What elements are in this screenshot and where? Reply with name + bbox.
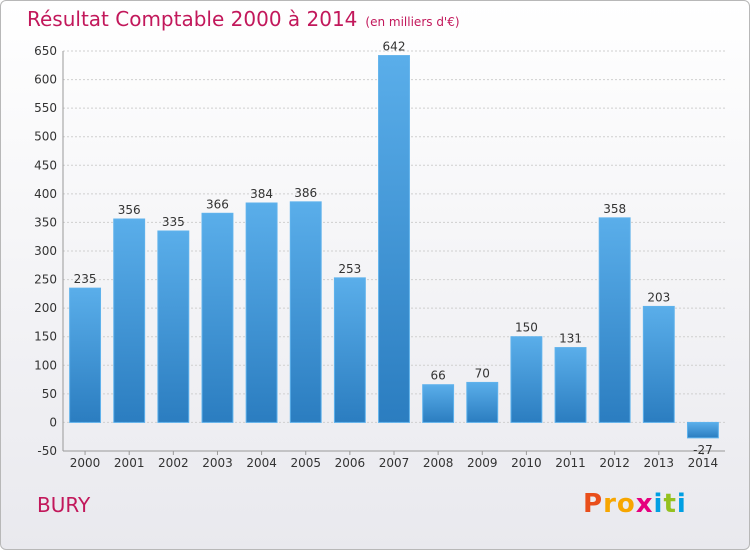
- y-tick-label: 50: [42, 387, 57, 401]
- bar-2014: [686, 421, 719, 439]
- x-tick-label-2014: 2014: [688, 456, 719, 470]
- x-tick-label-2012: 2012: [599, 456, 630, 470]
- y-tick-label: 550: [34, 101, 57, 115]
- y-tick-label: 250: [34, 273, 57, 287]
- y-tick-label: 650: [34, 44, 57, 58]
- chart-subtitle: (en milliers d'€): [365, 15, 460, 29]
- value-label-2004: 384: [250, 187, 273, 201]
- y-tick-label: 300: [34, 244, 57, 258]
- y-tick-label: 600: [34, 73, 57, 87]
- value-label-2013: 203: [647, 290, 670, 304]
- logo-letter: o: [616, 489, 636, 519]
- y-tick-label: 150: [34, 330, 57, 344]
- logo-letter: x: [635, 489, 654, 519]
- y-tick-label: 500: [34, 130, 57, 144]
- x-tick-label-2002: 2002: [158, 456, 189, 470]
- bar-2009: [466, 381, 499, 423]
- bar-2010: [510, 336, 543, 423]
- x-tick-label-2005: 2005: [290, 456, 321, 470]
- bar-2005: [289, 201, 322, 423]
- value-label-2001: 356: [118, 203, 141, 217]
- x-tick-label-2004: 2004: [246, 456, 277, 470]
- bar-2000: [69, 287, 102, 423]
- value-label-2014: -27: [693, 443, 713, 457]
- chart-title-text: Résultat Comptable 2000 à 2014: [27, 7, 358, 31]
- x-tick-label-2001: 2001: [114, 456, 145, 470]
- logo-letter: r: [603, 489, 617, 519]
- bar-2006: [333, 277, 366, 423]
- value-label-2012: 358: [603, 202, 626, 216]
- y-tick-label: 450: [34, 158, 57, 172]
- value-label-2006: 253: [338, 262, 361, 276]
- y-tick-label: 100: [34, 358, 57, 372]
- proxiti-logo: Proxiti: [583, 489, 687, 519]
- bar-2011: [554, 347, 587, 423]
- value-label-2002: 335: [162, 215, 185, 229]
- bar-2012: [598, 217, 631, 423]
- bar-2004: [245, 202, 278, 423]
- place-name: BURY: [37, 493, 91, 517]
- y-tick-label: 200: [34, 301, 57, 315]
- y-tick-label: -50: [37, 444, 57, 458]
- value-label-2008: 66: [430, 369, 445, 383]
- bar-2001: [113, 218, 146, 423]
- x-tick-label-2000: 2000: [70, 456, 101, 470]
- value-label-2003: 366: [206, 197, 229, 211]
- value-label-2010: 150: [515, 321, 538, 335]
- bar-2007: [378, 55, 410, 423]
- bar-2003: [201, 212, 234, 423]
- logo-letter: i: [676, 489, 687, 519]
- bar-2002: [157, 230, 190, 423]
- value-label-2000: 235: [74, 272, 97, 286]
- x-tick-label-2011: 2011: [555, 456, 586, 470]
- x-tick-label-2013: 2013: [644, 456, 675, 470]
- x-tick-label-2010: 2010: [511, 456, 542, 470]
- x-tick-label-2009: 2009: [467, 456, 498, 470]
- value-label-2011: 131: [559, 332, 582, 346]
- x-tick-label-2006: 2006: [335, 456, 366, 470]
- value-label-2009: 70: [475, 366, 490, 380]
- x-tick-label-2007: 2007: [379, 456, 410, 470]
- logo-letter: P: [583, 489, 604, 519]
- bar-2008: [422, 384, 455, 423]
- value-label-2007: 642: [383, 40, 406, 54]
- logo-letter: i: [653, 489, 664, 519]
- chart-title: Résultat Comptable 2000 à 2014 (en millie…: [27, 7, 460, 31]
- x-tick-label-2003: 2003: [202, 456, 233, 470]
- bar-2013: [642, 305, 675, 423]
- logo-letter: t: [663, 489, 677, 519]
- x-tick-label-2008: 2008: [423, 456, 454, 470]
- y-tick-label: 0: [49, 415, 57, 429]
- value-label-2005: 386: [294, 186, 317, 200]
- y-tick-label: 400: [34, 187, 57, 201]
- y-tick-label: 350: [34, 215, 57, 229]
